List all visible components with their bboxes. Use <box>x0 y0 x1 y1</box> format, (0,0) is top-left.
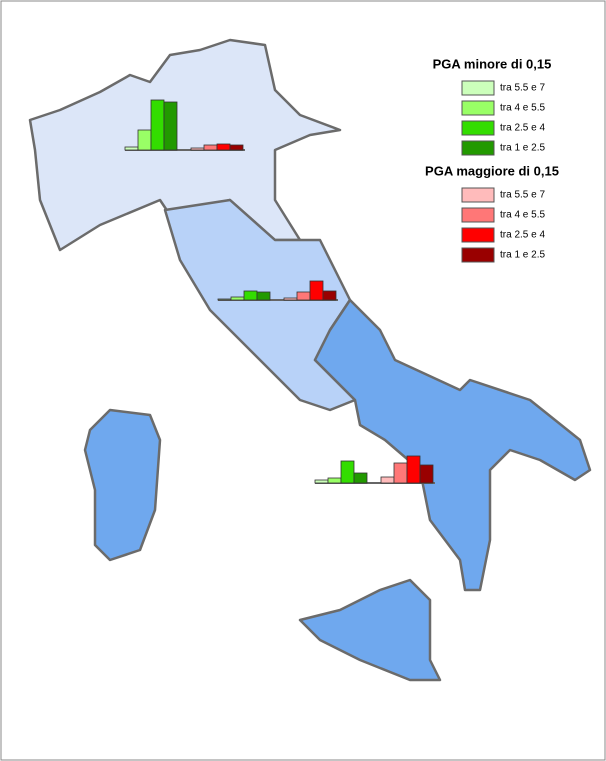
region-north <box>28 38 342 252</box>
bar <box>322 290 337 301</box>
legend-swatch <box>461 187 495 203</box>
bar <box>216 143 231 151</box>
legend-label: tra 2.5 e 4 <box>500 230 545 241</box>
island-sardinia <box>83 408 162 562</box>
legend-swatch <box>461 100 495 116</box>
bar <box>406 455 421 484</box>
bar <box>243 290 258 301</box>
bar <box>283 297 298 301</box>
bar <box>380 476 395 484</box>
bar <box>393 462 408 484</box>
bar <box>150 99 165 151</box>
bar <box>163 101 178 151</box>
legend-swatch <box>461 120 495 136</box>
legend-swatch <box>461 247 495 263</box>
bar <box>203 144 218 151</box>
bar <box>340 460 355 484</box>
bar <box>137 129 152 151</box>
bar <box>229 144 244 151</box>
bar <box>419 464 434 484</box>
legend-swatch <box>461 207 495 223</box>
legend-swatch <box>461 140 495 156</box>
bar <box>256 291 271 301</box>
island-sicily <box>298 578 442 682</box>
region-south <box>313 298 592 592</box>
bar <box>327 477 342 484</box>
legend-title: PGA minore di 0,15 <box>433 56 552 71</box>
bar <box>124 146 139 151</box>
bar <box>230 296 245 301</box>
bar <box>353 472 368 484</box>
legend-swatch <box>461 227 495 243</box>
bar <box>314 479 329 484</box>
legend-label: tra 1 e 2.5 <box>500 143 545 154</box>
bar <box>190 147 205 151</box>
legend-label: tra 1 e 2.5 <box>500 250 545 261</box>
legend-title: PGA maggiore di 0,15 <box>425 163 559 178</box>
bar <box>217 298 232 301</box>
legend-label: tra 4 e 5.5 <box>500 210 545 221</box>
bar <box>296 291 311 301</box>
legend-label: tra 4 e 5.5 <box>500 103 545 114</box>
legend-label: tra 5.5 e 7 <box>500 83 545 94</box>
legend-label: tra 5.5 e 7 <box>500 190 545 201</box>
legend-label: tra 2.5 e 4 <box>500 123 545 134</box>
legend-swatch <box>461 80 495 96</box>
bar <box>309 280 324 301</box>
